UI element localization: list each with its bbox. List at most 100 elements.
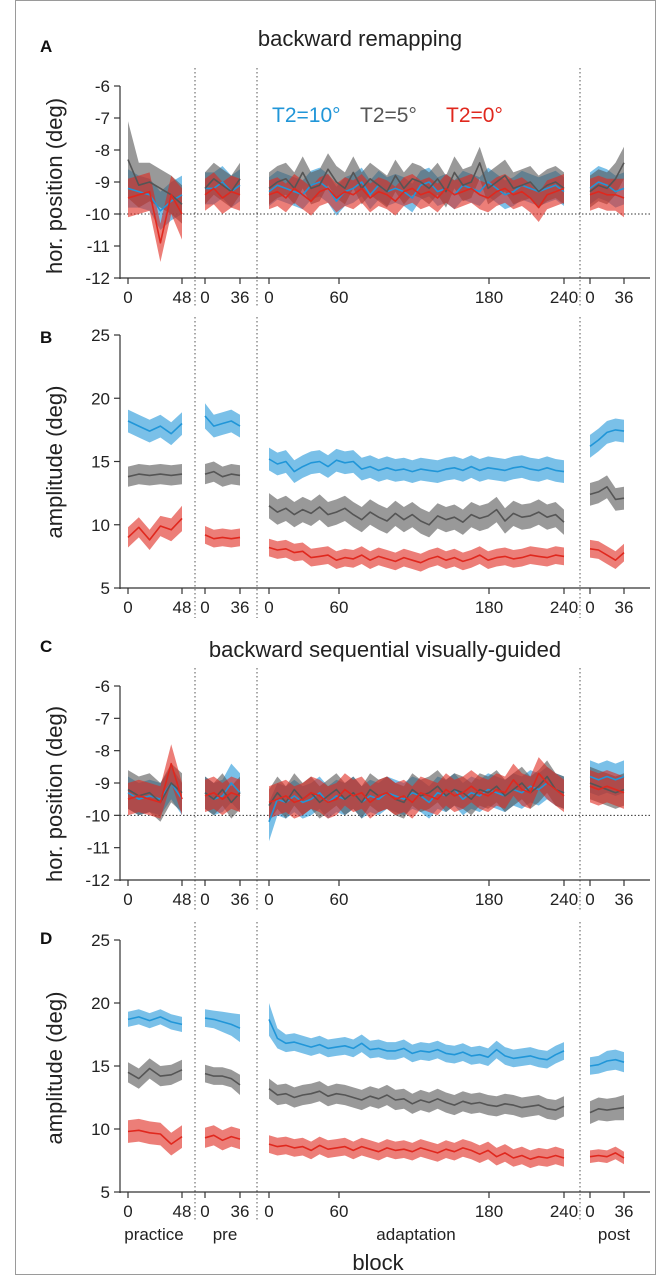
series-line xyxy=(589,1106,625,1114)
series-line xyxy=(589,785,625,794)
series-line xyxy=(589,1152,625,1159)
series-line xyxy=(589,190,625,199)
x-tick-label: 48 xyxy=(173,1202,192,1221)
series-line xyxy=(204,534,241,540)
series-error-band xyxy=(205,1064,240,1095)
x-tick-label: 240 xyxy=(550,1202,578,1221)
series-error-band xyxy=(590,418,624,458)
series-error-band xyxy=(128,409,182,446)
y-tick-label: -8 xyxy=(95,141,110,160)
y-tick-label: -11 xyxy=(87,839,110,858)
panel-title: backward sequential visually-guided xyxy=(209,637,561,662)
series-error-band xyxy=(269,1003,564,1069)
x-tick-label: 36 xyxy=(231,1202,250,1221)
series-error-band xyxy=(205,1125,240,1151)
series-error-band xyxy=(269,493,564,538)
x-tick-label: 240 xyxy=(550,288,578,307)
series-line xyxy=(127,782,183,804)
legend: T2=10° T2=5° T2=0° xyxy=(272,104,503,127)
series-line xyxy=(204,1134,241,1142)
y-tick-label: -9 xyxy=(95,173,110,192)
series-line xyxy=(589,181,625,193)
series-error-band xyxy=(590,1049,624,1075)
y-axis-label: amplitude (deg) xyxy=(42,992,67,1145)
segment-label-practice: practice xyxy=(124,1225,184,1244)
x-tick-label: 36 xyxy=(615,890,634,909)
series-line xyxy=(204,791,241,801)
y-tick-label: -9 xyxy=(95,774,110,793)
x-tick-label: 60 xyxy=(330,1202,349,1221)
series-error-band xyxy=(205,172,240,214)
y-tick-label: -8 xyxy=(95,742,110,761)
series-line xyxy=(268,1019,565,1061)
legend-item-t2-5: T2=5° xyxy=(360,104,417,127)
series-line xyxy=(268,772,565,804)
series-line xyxy=(268,162,565,193)
series-line xyxy=(127,187,183,212)
x-tick-label: 36 xyxy=(615,288,634,307)
x-tick-label: 180 xyxy=(475,890,503,909)
series-line xyxy=(127,762,183,804)
x-tick-label: 36 xyxy=(231,598,250,617)
x-tick-label: 0 xyxy=(123,598,132,617)
x-tick-label: 0 xyxy=(585,598,594,617)
series-line xyxy=(127,473,183,478)
x-tick-label: 0 xyxy=(264,598,273,617)
y-tick-label: 25 xyxy=(91,931,110,950)
x-tick-label: 60 xyxy=(330,890,349,909)
series-line xyxy=(127,517,183,541)
series-line xyxy=(589,429,625,447)
y-tick-label: -10 xyxy=(85,806,110,825)
series-error-band xyxy=(269,538,564,572)
series-line xyxy=(204,1072,241,1086)
x-tick-label: 0 xyxy=(585,1202,594,1221)
y-tick-label: 15 xyxy=(91,1057,110,1076)
x-tick-label: 0 xyxy=(585,890,594,909)
series-error-band xyxy=(205,1009,240,1043)
x-tick-label: 0 xyxy=(200,890,209,909)
series-line xyxy=(127,1129,183,1145)
series-error-band xyxy=(128,505,182,550)
series-line xyxy=(204,187,241,199)
panel-letter: D xyxy=(40,929,52,948)
y-tick-label: -7 xyxy=(95,709,110,728)
y-tick-label: 10 xyxy=(91,516,110,535)
series-line xyxy=(268,458,565,473)
plot-area: -6 -7 -8 -9 -10 -11 -12 0 48 0 36 0 60 180 240 0 36 xyxy=(85,668,650,910)
x-tick-label: 180 xyxy=(475,1202,503,1221)
series-error-band xyxy=(128,1009,182,1032)
series-line xyxy=(127,1016,183,1026)
series-error-band xyxy=(128,1118,182,1156)
series-line xyxy=(204,178,241,193)
y-tick-label: 20 xyxy=(91,389,110,408)
series-line xyxy=(204,470,241,478)
x-tick-label: 0 xyxy=(123,288,132,307)
plot-area: -6 -7 -8 -9 -10 -11 -12 0 48 0 36 0 60 180 240 0 36 xyxy=(85,68,650,308)
panel-letter: C xyxy=(40,637,52,656)
panel-letter: B xyxy=(40,328,52,347)
series-line xyxy=(589,548,625,562)
series-line xyxy=(204,788,241,804)
series-error-band xyxy=(269,1135,564,1169)
series-line xyxy=(268,187,565,209)
y-tick-label: -6 xyxy=(95,677,110,696)
legend-item-t2-10: T2=10° xyxy=(272,104,341,127)
y-tick-label: -12 xyxy=(85,269,110,288)
series-line xyxy=(205,181,241,193)
x-tick-label: 48 xyxy=(173,598,192,617)
series-line xyxy=(268,775,565,807)
x-tick-label: 0 xyxy=(123,890,132,909)
series-line xyxy=(589,782,625,794)
series-line xyxy=(127,190,183,244)
x-tick-label: 0 xyxy=(200,1202,209,1221)
series-line xyxy=(589,485,625,501)
series-error-band xyxy=(590,1146,624,1165)
x-tick-label: 240 xyxy=(550,598,578,617)
series-error-band xyxy=(590,475,624,511)
series-line xyxy=(268,546,565,564)
x-tick-label: 0 xyxy=(264,1202,273,1221)
